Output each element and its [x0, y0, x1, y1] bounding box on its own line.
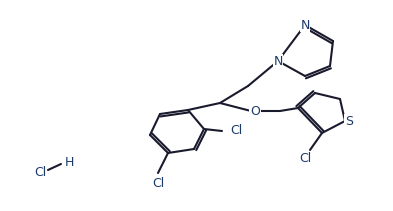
Text: H: H: [64, 156, 74, 169]
Text: Cl: Cl: [230, 124, 242, 138]
Text: N: N: [273, 54, 283, 68]
Text: Cl: Cl: [299, 151, 311, 165]
Text: Cl: Cl: [152, 177, 164, 190]
Text: Cl: Cl: [34, 165, 46, 179]
Text: N: N: [300, 19, 310, 31]
Text: S: S: [345, 115, 353, 127]
Text: O: O: [250, 104, 260, 118]
